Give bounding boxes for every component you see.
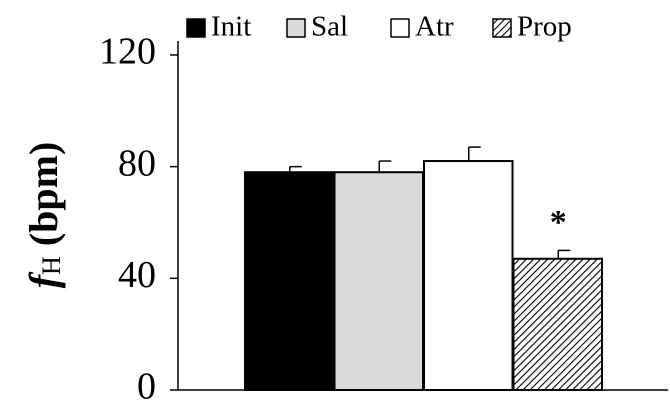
y-tick-label: 40 — [118, 254, 156, 296]
annotation: * — [550, 204, 567, 241]
legend-label: Atr — [415, 11, 454, 43]
legend-label: Init — [211, 11, 251, 43]
y-tick-label: 120 — [99, 31, 156, 73]
bar — [512, 257, 603, 391]
bar — [333, 171, 424, 391]
y-tick-label: 0 — [137, 366, 156, 407]
y-tick-label: 80 — [118, 142, 156, 184]
bar — [244, 171, 335, 391]
bar — [423, 160, 514, 391]
y-axis-label: fH (bpm) — [21, 142, 66, 289]
legend-swatch — [286, 18, 306, 38]
legend-swatch — [390, 18, 410, 38]
legend-label: Sal — [311, 11, 348, 43]
legend-swatch — [492, 18, 512, 38]
legend-label: Prop — [517, 11, 572, 43]
legend-swatch — [186, 18, 206, 38]
